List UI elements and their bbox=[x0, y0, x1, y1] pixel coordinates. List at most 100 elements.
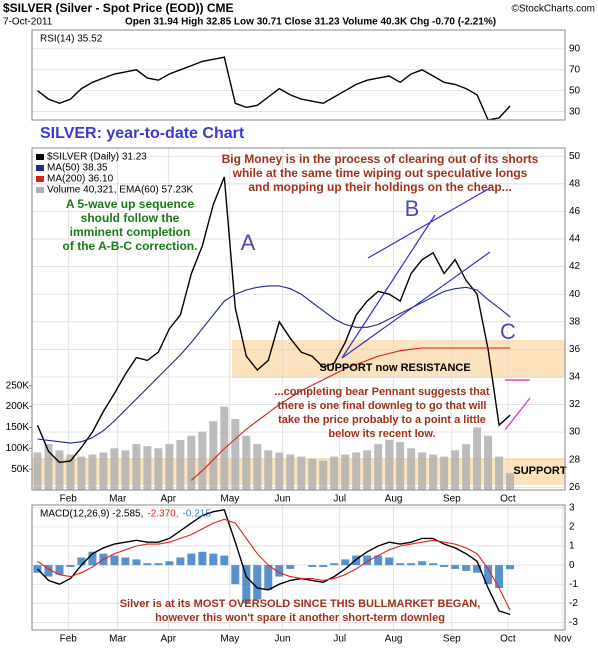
y-tick-label: 30 bbox=[569, 106, 581, 117]
bar bbox=[231, 419, 240, 490]
y2-tick-label: 250K bbox=[6, 380, 30, 391]
y2-tick-label: 200K bbox=[6, 401, 30, 412]
y-tick-label: -1 bbox=[569, 579, 578, 590]
x-tick-label: Jul bbox=[333, 634, 346, 645]
bar bbox=[44, 565, 53, 577]
y-tick-label: 1 bbox=[569, 541, 575, 552]
bar bbox=[110, 448, 119, 490]
bar bbox=[198, 431, 207, 490]
bar bbox=[77, 557, 86, 566]
bar bbox=[506, 473, 515, 490]
annotation: of the A-B-C correction. bbox=[63, 239, 198, 253]
x-tick-label: Oct bbox=[500, 494, 516, 505]
x-tick-label: Jul bbox=[333, 494, 346, 505]
channel-line bbox=[341, 251, 491, 359]
bar bbox=[308, 565, 317, 568]
annotation: B bbox=[405, 196, 420, 221]
bar bbox=[341, 454, 350, 490]
series-line bbox=[37, 518, 511, 611]
bar bbox=[495, 456, 504, 490]
y-tick-label: 44 bbox=[569, 234, 581, 245]
bar bbox=[88, 454, 97, 490]
bar bbox=[275, 452, 284, 490]
x-tick-label: Mar bbox=[109, 494, 127, 505]
bar bbox=[319, 460, 328, 490]
bar bbox=[242, 435, 251, 490]
bar bbox=[187, 553, 196, 566]
bar bbox=[484, 435, 493, 490]
x-tick-label: Jun bbox=[275, 634, 291, 645]
y-tick-label: -3 bbox=[569, 617, 578, 628]
bar bbox=[253, 444, 262, 490]
bar bbox=[209, 553, 218, 566]
bar bbox=[198, 551, 207, 566]
series-line bbox=[37, 285, 511, 444]
bar bbox=[363, 450, 372, 490]
x-tick-label: Aug bbox=[385, 494, 403, 505]
bar bbox=[363, 555, 372, 566]
bar bbox=[396, 563, 405, 566]
resistance-band bbox=[232, 340, 565, 378]
bar bbox=[55, 565, 64, 575]
bar bbox=[110, 555, 119, 566]
y2-tick-label: 50K bbox=[11, 464, 29, 475]
bar bbox=[209, 421, 218, 490]
x-tick-label: Apr bbox=[160, 634, 176, 645]
annotation: there is one final downleg to go that wi… bbox=[277, 400, 486, 412]
y-tick-label: 46 bbox=[569, 206, 581, 217]
annotation: while at the same time wiping out specul… bbox=[232, 166, 528, 180]
x-tick-label: May bbox=[220, 634, 239, 645]
bar bbox=[253, 565, 262, 600]
bar bbox=[396, 442, 405, 490]
y-tick-label: 40 bbox=[569, 289, 581, 300]
legend-swatch bbox=[36, 187, 44, 193]
bar bbox=[264, 565, 273, 590]
y-tick-label: 0 bbox=[569, 560, 575, 571]
bar bbox=[187, 435, 196, 490]
copyright: ©StockCharts.com bbox=[511, 4, 595, 15]
bar bbox=[407, 448, 416, 490]
bar bbox=[385, 439, 394, 490]
y-tick-label: 3 bbox=[569, 503, 575, 514]
legend-swatch bbox=[36, 165, 44, 171]
y-tick-label: 30 bbox=[569, 427, 581, 438]
y-tick-label: 2 bbox=[569, 522, 575, 533]
bar bbox=[330, 456, 339, 490]
y-tick-label: 36 bbox=[569, 344, 581, 355]
bar bbox=[297, 456, 306, 490]
y-tick-label: 50 bbox=[569, 151, 581, 162]
bar bbox=[154, 563, 163, 566]
annotation: take the price probably to a point a lit… bbox=[278, 414, 486, 426]
channel-line bbox=[341, 214, 436, 359]
bar bbox=[66, 565, 75, 568]
annotation: SUPPORT bbox=[513, 465, 566, 477]
bar bbox=[319, 565, 328, 568]
y2-tick-label: 100K bbox=[6, 443, 30, 454]
bar bbox=[165, 444, 174, 490]
bar bbox=[484, 565, 493, 585]
x-tick-label: Nov bbox=[554, 634, 572, 645]
pennant-line bbox=[504, 397, 531, 431]
bar bbox=[440, 456, 449, 490]
bar bbox=[462, 565, 471, 571]
annotation: below its recent low. bbox=[328, 428, 435, 440]
y-tick-label: 26 bbox=[569, 482, 581, 493]
bar bbox=[341, 559, 350, 566]
bar bbox=[473, 565, 482, 573]
bar bbox=[451, 565, 460, 569]
channel-line bbox=[367, 187, 491, 259]
bar bbox=[352, 452, 361, 490]
bar bbox=[121, 450, 130, 490]
price-frame bbox=[31, 147, 566, 491]
bar bbox=[418, 452, 427, 490]
bar bbox=[286, 454, 295, 490]
annotation: imminent completion bbox=[70, 225, 191, 239]
y-tick-label: 32 bbox=[569, 399, 581, 410]
bar bbox=[220, 555, 229, 566]
bar bbox=[385, 557, 394, 566]
bar bbox=[374, 444, 383, 490]
y-tick-label: 70 bbox=[569, 64, 581, 75]
panel-title: SILVER: year-to-date Chart bbox=[40, 125, 245, 142]
